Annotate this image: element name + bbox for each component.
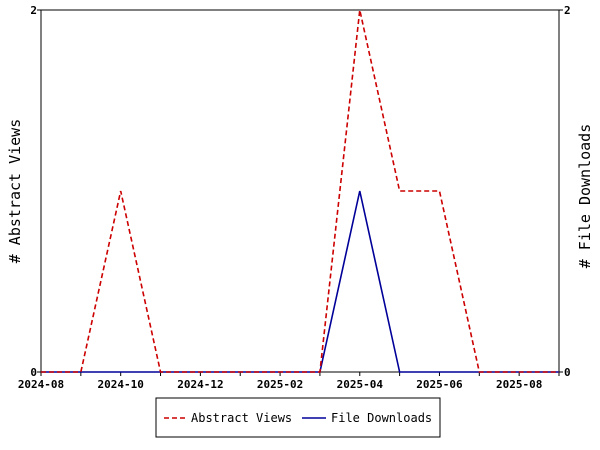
x-tick-label: 2025-08 [496,378,542,391]
x-tick-label: 2025-02 [257,378,303,391]
x-tick-label: 2025-06 [416,378,463,391]
axes-layer: 2024-08 2024-10 2024-12 2025-02 2025-04 2025-… [18,4,571,391]
x-tick-label: 2024-08 [18,378,64,391]
left-y-tick-label: 2 [30,4,37,17]
legend: Abstract Views File Downloads [155,397,441,438]
right-axis-title: # File Downloads [576,124,594,269]
right-y-tick-label: 0 [564,366,571,379]
x-tick-label: 2024-12 [177,378,223,391]
series-line-abstract-views [41,9,559,373]
series-layer [41,9,559,373]
series-line-file-downloads [41,190,559,373]
x-tick-label: 2025-04 [337,378,384,391]
legend-label-abstract-views: Abstract Views [191,411,292,425]
x-tick-label: 2024-10 [98,378,144,391]
legend-box [155,397,441,438]
legend-label-file-downloads: File Downloads [331,411,432,425]
right-y-tick-label: 2 [564,4,571,17]
plot-frame [40,9,560,373]
left-axis-title: # Abstract Views [6,119,24,264]
left-y-tick-label: 0 [30,366,37,379]
